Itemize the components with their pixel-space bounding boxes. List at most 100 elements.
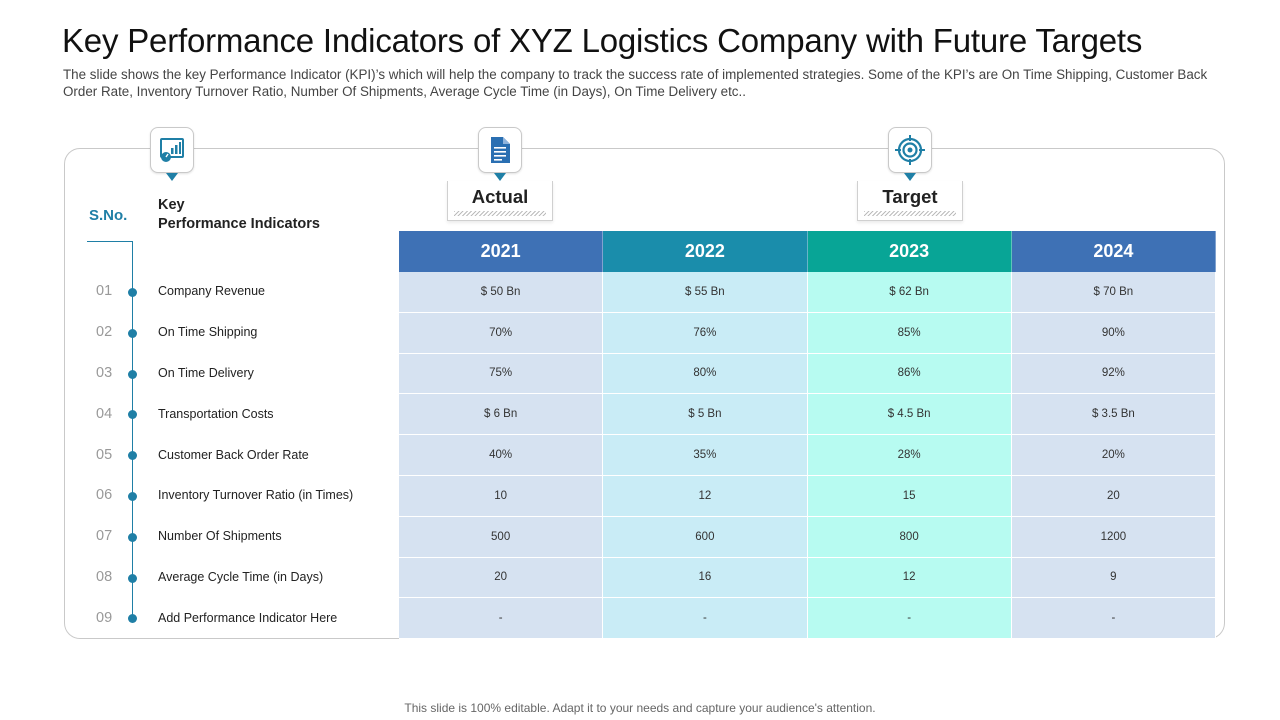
timeline-dot bbox=[128, 328, 137, 338]
table-cell: 20 bbox=[399, 557, 604, 599]
year-header-2024: 2024 bbox=[1011, 231, 1216, 272]
target-icon-box bbox=[888, 127, 932, 181]
table-cell: 9 bbox=[1011, 557, 1216, 599]
timeline-dot bbox=[128, 287, 137, 297]
timeline-dot bbox=[128, 573, 137, 583]
target-label: Target bbox=[882, 186, 938, 207]
actual-icon-box bbox=[478, 127, 522, 181]
slide-subtitle: The slide shows the key Performance Indi… bbox=[63, 67, 1208, 99]
year-header-2023: 2023 bbox=[807, 231, 1012, 272]
kpi-label: Customer Back Order Rate bbox=[158, 447, 309, 462]
table-cell: 85% bbox=[807, 312, 1012, 354]
table-cell: 1200 bbox=[1011, 516, 1216, 558]
table-cell: 92% bbox=[1011, 353, 1216, 395]
table-row: $ 6 Bn $ 5 Bn $ 4.5 Bn $ 3.5 Bn bbox=[399, 394, 1216, 436]
table-cell: 12 bbox=[603, 475, 808, 517]
table-cell: 600 bbox=[603, 516, 808, 558]
table-cell: 500 bbox=[399, 516, 604, 558]
table-cell: 10 bbox=[399, 475, 604, 517]
table-cell: 80% bbox=[603, 353, 808, 395]
timeline-dot bbox=[128, 451, 137, 461]
kpi-header-line2: Performance Indicators bbox=[158, 216, 320, 232]
table-cell: 75% bbox=[399, 353, 604, 395]
table-row: 20 16 12 9 bbox=[399, 557, 1216, 599]
target-tag: Target bbox=[857, 181, 963, 221]
kpi-header-line1: Key bbox=[158, 197, 185, 213]
row-number: 07 bbox=[96, 528, 113, 545]
timeline-dot bbox=[128, 369, 137, 379]
timeline-line bbox=[132, 241, 133, 619]
row-number: 02 bbox=[96, 324, 113, 341]
table-cell: $ 50 Bn bbox=[399, 272, 604, 313]
chart-gauge-icon bbox=[160, 138, 184, 162]
table-cell: $ 62 Bn bbox=[807, 272, 1012, 313]
table-cell: 40% bbox=[399, 435, 604, 476]
table-cell: 800 bbox=[807, 516, 1012, 558]
tag-hatch bbox=[864, 211, 956, 216]
row-number: 03 bbox=[96, 365, 113, 381]
table-cell: 35% bbox=[603, 435, 808, 476]
table-cell: 20% bbox=[1011, 435, 1216, 476]
row-number: 05 bbox=[96, 446, 113, 463]
kpi-header: Key Performance Indicators bbox=[158, 196, 320, 234]
table-cell: - bbox=[603, 598, 808, 640]
kpi-label: Inventory Turnover Ratio (in Times) bbox=[158, 488, 354, 503]
kpi-label: Company Revenue bbox=[158, 284, 266, 299]
kpi-label: Number Of Shipments bbox=[158, 529, 282, 544]
kpi-label: Average Cycle Time (in Days) bbox=[158, 570, 324, 584]
table-row: 40% 35% 28% 20% bbox=[399, 435, 1216, 476]
table-row: 500 600 800 1200 bbox=[399, 516, 1216, 558]
year-header-2021: 2021 bbox=[399, 231, 604, 272]
table-row: $ 50 Bn $ 55 Bn $ 62 Bn $ 70 Bn bbox=[399, 272, 1216, 313]
target-icon bbox=[895, 135, 925, 165]
table-cell: $ 4.5 Bn bbox=[807, 394, 1012, 436]
table-cell: 12 bbox=[807, 557, 1012, 599]
table-cell: - bbox=[399, 598, 604, 640]
timeline-dot bbox=[128, 410, 137, 420]
timeline-dot bbox=[128, 491, 137, 501]
table-cell: 16 bbox=[603, 557, 808, 599]
actual-tag: Actual bbox=[447, 181, 553, 221]
timeline-top bbox=[87, 241, 133, 242]
table-cell: 86% bbox=[807, 353, 1012, 395]
table-row: 75% 80% 86% 92% bbox=[399, 353, 1216, 395]
slide-title: Key Performance Indicators of XYZ Logist… bbox=[62, 22, 1143, 59]
table-cell: $ 70 Bn bbox=[1011, 272, 1216, 313]
kpi-label: Add Performance Indicator Here bbox=[158, 610, 338, 625]
table-cell: 90% bbox=[1011, 312, 1216, 354]
table-cell: - bbox=[1011, 598, 1216, 640]
actual-label: Actual bbox=[471, 186, 529, 207]
table-row: ---- bbox=[399, 598, 1216, 640]
table-body: $ 50 Bn $ 55 Bn $ 62 Bn $ 70 Bn 70% 76% 85% 90%… bbox=[399, 272, 1216, 640]
table-cell: $ 5 Bn bbox=[603, 394, 808, 436]
kpi-label: Transportation Costs bbox=[158, 406, 274, 421]
table-cell: 15 bbox=[807, 475, 1012, 517]
tag-hatch bbox=[454, 211, 546, 216]
table-cell: $ 3.5 Bn bbox=[1011, 394, 1216, 436]
sno-header: S.No. bbox=[89, 207, 128, 224]
table-cell: $ 55 Bn bbox=[603, 272, 808, 313]
table-row: 70% 76% 85% 90% bbox=[399, 312, 1216, 354]
year-header-2022: 2022 bbox=[603, 231, 808, 272]
row-number: 08 bbox=[96, 569, 113, 585]
row-number: 09 bbox=[96, 609, 113, 626]
kpi-table: 2021 2022 2023 2024 $ 50 Bn $ 55 Bn $ 62 Bn $ … bbox=[399, 231, 1216, 640]
kpi-label: On Time Shipping bbox=[158, 325, 258, 340]
kpi-icon-box bbox=[150, 127, 194, 181]
timeline-dot bbox=[128, 532, 137, 542]
row-number: 01 bbox=[96, 283, 113, 300]
icon-pointer bbox=[166, 173, 178, 181]
year-header-row: 2021 2022 2023 2024 bbox=[399, 231, 1216, 272]
table-cell: $ 6 Bn bbox=[399, 394, 604, 436]
slide-footer: This slide is 100% editable. Adapt it to… bbox=[404, 701, 876, 715]
table-cell: 20 bbox=[1011, 475, 1216, 517]
kpi-label: On Time Delivery bbox=[158, 366, 254, 380]
timeline-dot bbox=[128, 614, 137, 624]
table-row: 10 12 15 20 bbox=[399, 475, 1216, 517]
icon-pointer bbox=[494, 173, 506, 181]
table-cell: 76% bbox=[603, 312, 808, 354]
row-number: 04 bbox=[96, 405, 113, 422]
icon-pointer bbox=[904, 173, 916, 181]
row-number: 06 bbox=[96, 487, 113, 504]
table-cell: 70% bbox=[399, 312, 604, 354]
